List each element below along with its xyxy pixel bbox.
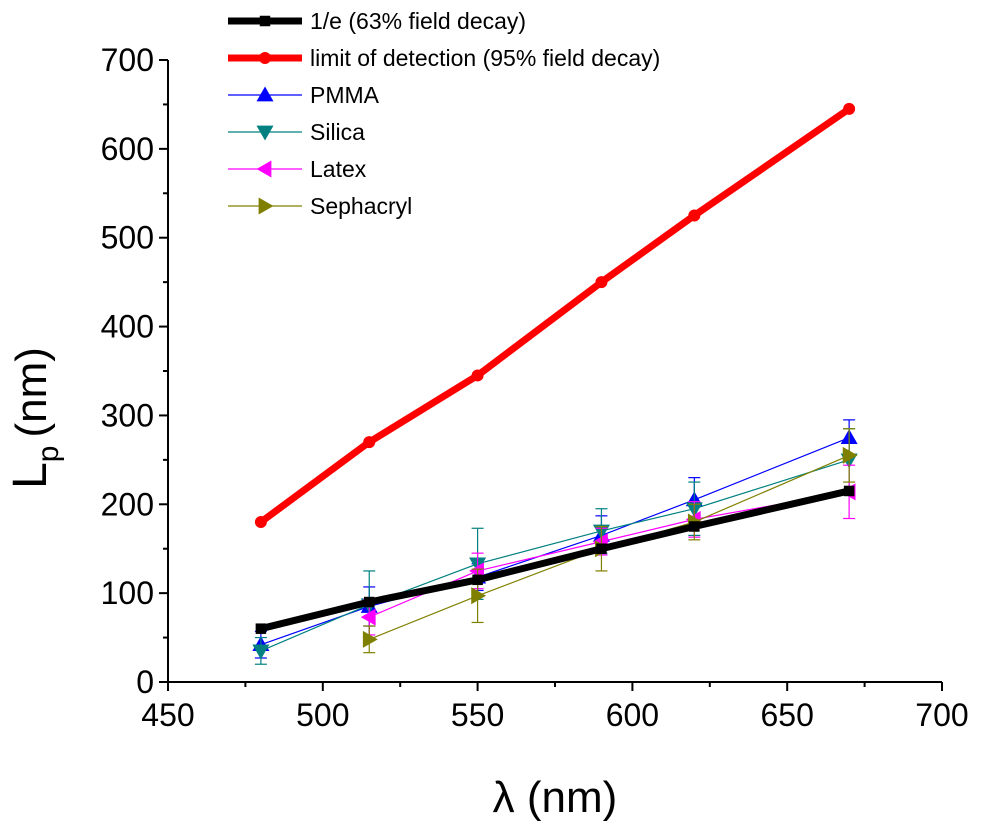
data-point	[363, 436, 376, 449]
data-point	[363, 596, 375, 608]
data-point	[595, 276, 608, 289]
y-tick-label: 300	[101, 397, 154, 433]
legend-marker	[258, 197, 274, 215]
x-tick-label: 700	[915, 697, 968, 733]
legend-label: Sephacryl	[310, 193, 412, 219]
x-axis-title: λ (nm)	[493, 773, 618, 822]
x-tick-label: 550	[451, 697, 504, 733]
series-1-e-63-field-decay	[255, 485, 855, 634]
series-sephacryl	[362, 428, 858, 654]
data-point	[255, 623, 267, 634]
legend-label: limit of detection (95% field decay)	[310, 45, 660, 71]
legend-label: Latex	[310, 156, 367, 182]
axes: 450 500 550 600 650 700 0 100 200 300 400 500 600 700	[101, 42, 969, 733]
y-axis-title-sub: p	[32, 446, 65, 463]
data-point	[252, 644, 270, 660]
x-tick-label: 600	[606, 697, 659, 733]
legend-label: 1/e (63% field decay)	[310, 8, 526, 34]
legend-item: Latex	[228, 156, 367, 182]
data-point	[843, 485, 855, 497]
y-tick-label: 100	[101, 575, 154, 611]
data-point	[596, 543, 607, 554]
x-tick-label: 500	[296, 697, 349, 733]
series-line	[257, 105, 853, 526]
y-tick-label: 600	[101, 131, 154, 167]
y-tick-label: 0	[136, 664, 154, 700]
y-tick-label: 700	[101, 42, 154, 78]
legend-marker	[259, 15, 271, 27]
svg-text:Lp(nm): Lp (nm)	[4, 347, 65, 489]
data-point	[254, 516, 267, 529]
legend-marker	[256, 86, 274, 102]
x-tick-label: 650	[761, 697, 814, 733]
data-point	[362, 630, 378, 648]
data-point	[472, 574, 483, 586]
series-pmma	[252, 419, 858, 659]
legend: 1/e (63% field decay) limit of detection …	[228, 8, 660, 219]
series-line	[257, 487, 853, 633]
legend-label: PMMA	[310, 82, 380, 108]
series-limit-of-detection-95-field-decay	[254, 102, 856, 529]
y-axis-title-unit: (nm)	[7, 347, 56, 437]
y-axis-title: Lp (nm)	[4, 347, 65, 489]
legend-item: 1/e (63% field decay)	[228, 8, 526, 34]
legend-item: Sephacryl	[228, 193, 412, 219]
x-tick-label: 450	[141, 697, 194, 733]
legend-marker	[256, 125, 274, 141]
data-point	[471, 587, 487, 605]
data-point	[360, 608, 376, 626]
series-line	[260, 459, 850, 652]
legend-item: Silica	[228, 119, 365, 145]
y-tick-label: 200	[101, 486, 154, 522]
data-point	[688, 209, 701, 222]
data-point	[843, 102, 856, 115]
y-axis-title-main: L	[4, 462, 57, 489]
data-point	[471, 369, 484, 382]
legend-marker	[256, 160, 272, 178]
data-point	[689, 521, 700, 532]
series-layer	[252, 102, 858, 665]
legend-marker	[259, 52, 271, 64]
data-point	[842, 446, 858, 464]
legend-label: Silica	[310, 119, 365, 145]
y-tick-label: 400	[101, 309, 154, 345]
legend-item: limit of detection (95% field decay)	[228, 45, 660, 71]
y-tick-label: 500	[101, 220, 154, 256]
legend-item: PMMA	[228, 82, 380, 108]
